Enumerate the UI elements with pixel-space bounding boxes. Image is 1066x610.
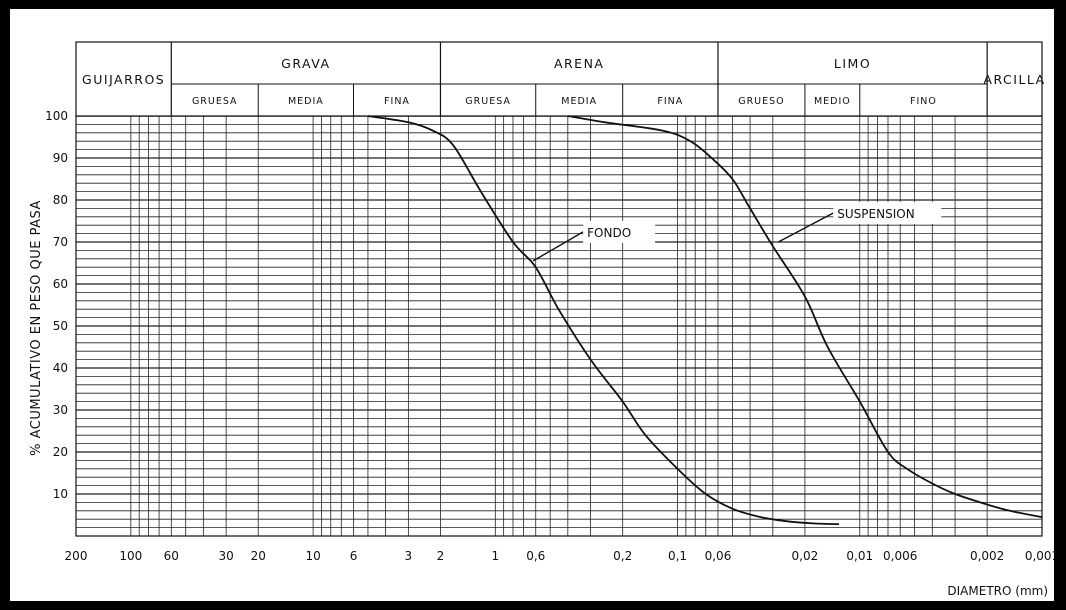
- chart-frame: GUIJARROS GRAVA GRUESA MEDIA FINA ARENA GRUESA…: [10, 9, 1054, 601]
- size-subclass-label: GRUESA: [465, 96, 511, 107]
- x-tick-label: 0,002: [970, 549, 1004, 563]
- x-tick-label: 10: [305, 549, 320, 563]
- size-class-header: GUIJARROS GRAVA GRUESA MEDIA FINA ARENA GRUESA…: [75, 41, 1045, 117]
- label-box: [833, 202, 942, 224]
- size-subclass-label: FINA: [384, 96, 410, 107]
- x-tick-label: 100: [119, 549, 142, 563]
- size-subclass-label: MEDIA: [288, 96, 324, 107]
- y-tick-label: 20: [53, 445, 68, 459]
- size-subclass-label: MEDIO: [814, 96, 851, 107]
- y-tick-label: 80: [53, 193, 68, 207]
- series-label-fondo: FONDO: [587, 226, 631, 240]
- size-class-label: LIMO: [834, 56, 871, 71]
- y-tick-label: 100: [45, 109, 68, 123]
- x-tick-label: 0,006: [883, 549, 917, 563]
- x-tick-label: 60: [164, 549, 179, 563]
- x-tick-label: 0,01: [846, 549, 873, 563]
- size-class-label: ARCILLA: [983, 72, 1045, 87]
- size-subclass-label: FINO: [910, 96, 937, 107]
- y-tick-label: 60: [53, 277, 68, 291]
- tick-labels: 200 100 60 30 20 10 6 3 2 1 0,6 0,2 0,1 0,06 0,02 0,01 0…: [45, 109, 1054, 563]
- x-axis-label: DIAMETRO (mm): [947, 584, 1048, 598]
- series-label-suspension: SUSPENSION: [837, 207, 914, 221]
- x-tick-label: 0,1: [668, 549, 687, 563]
- size-class-label: ARENA: [554, 56, 605, 71]
- x-tick-label: 200: [65, 549, 88, 563]
- curve-labels: FONDO SUSPENSION: [532, 202, 942, 262]
- curve-suspension: [567, 115, 1043, 518]
- x-tick-label: 0,6: [526, 549, 545, 563]
- curves: [367, 115, 1043, 526]
- y-tick-label: 40: [53, 361, 68, 375]
- x-tick-label: 0,2: [613, 549, 632, 563]
- x-tick-label: 30: [218, 549, 233, 563]
- y-tick-label: 90: [53, 151, 68, 165]
- x-tick-label: 20: [251, 549, 266, 563]
- y-tick-label: 30: [53, 403, 68, 417]
- curve-fondo: [367, 115, 840, 526]
- x-tick-label: 3: [405, 549, 413, 563]
- x-tick-label: 2: [437, 549, 445, 563]
- granulometric-chart: GUIJARROS GRAVA GRUESA MEDIA FINA ARENA GRUESA…: [29, 41, 1054, 598]
- y-tick-label: 10: [53, 487, 68, 501]
- header-border: [75, 41, 1043, 117]
- size-subclass-label: FINA: [657, 96, 683, 107]
- x-tick-label: 0,02: [792, 549, 819, 563]
- y-axis-label: % ACUMULATIVO EN PESO QUE PASA: [29, 200, 44, 456]
- label-box: [583, 220, 656, 243]
- label-leader: [777, 212, 834, 243]
- x-tick-label: 6: [350, 549, 358, 563]
- size-subclass-label: GRUESA: [192, 96, 238, 107]
- size-subclass-label: GRUESO: [738, 96, 784, 107]
- y-tick-label: 50: [53, 319, 68, 333]
- size-class-label: GRAVA: [281, 56, 330, 71]
- y-tick-label: 70: [53, 235, 68, 249]
- size-class-label: GUIJARROS: [82, 72, 165, 87]
- label-leader: [532, 231, 584, 262]
- x-tick-label: 0,06: [705, 549, 732, 563]
- size-subclass-label: MEDIA: [561, 96, 597, 107]
- x-tick-label: 1: [491, 549, 499, 563]
- x-tick-label: 0,001: [1025, 549, 1054, 563]
